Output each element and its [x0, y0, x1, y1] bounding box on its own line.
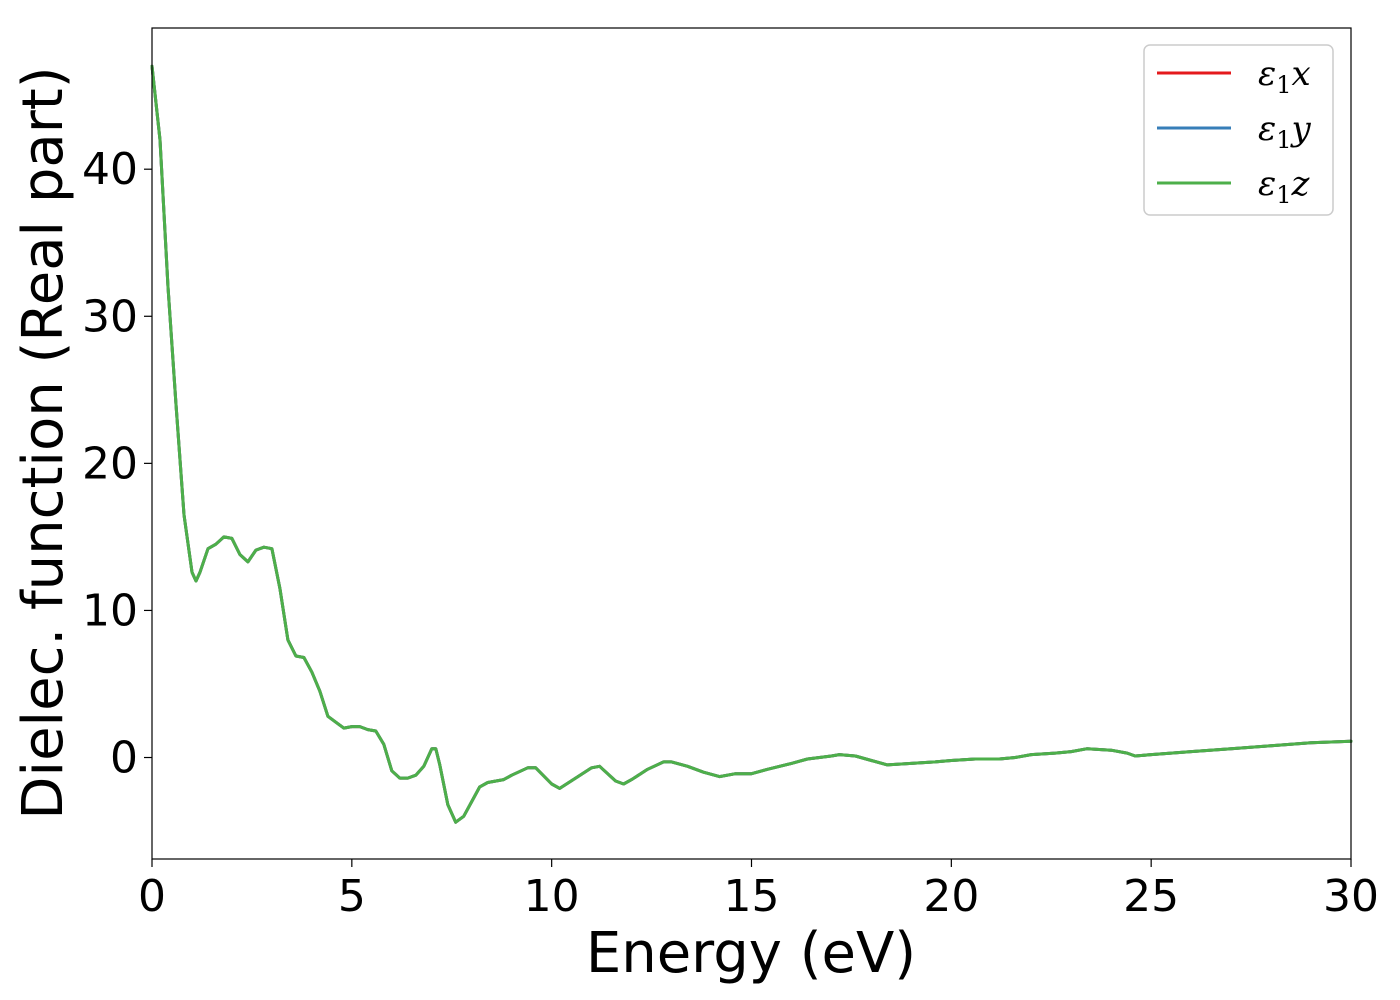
y-tick-label-3: 30: [82, 291, 138, 342]
y-tick-label-2: 20: [82, 438, 138, 489]
x-tick-label-2: 10: [524, 871, 580, 922]
legend-box: [1143, 44, 1334, 216]
legend-label-1: ε1y: [1258, 109, 1312, 154]
y-tick-label-0: 0: [110, 733, 138, 784]
series-line-2: [150, 64, 1353, 824]
y-tick-label-1: 10: [82, 585, 138, 636]
y-tick-label-4: 40: [82, 144, 138, 195]
x-tick-label-6: 30: [1323, 871, 1379, 922]
x-tick-label-4: 20: [923, 871, 979, 922]
x-axis-label: Energy (eV): [586, 921, 916, 986]
y-axis-ticks: 0 10 20 30 40: [82, 144, 152, 784]
x-tick-label-1: 5: [338, 871, 366, 922]
x-tick-label-5: 25: [1123, 871, 1179, 922]
legend: ε1x ε1y ε1z: [1143, 44, 1334, 216]
y-axis-label: Dielec. function (Real part): [11, 66, 76, 819]
series-layer: [150, 64, 1353, 824]
x-tick-label-3: 15: [724, 871, 780, 922]
x-axis-ticks: 0 5 10 15 20 25 30: [138, 859, 1379, 922]
legend-label-2: ε1z: [1258, 164, 1311, 209]
legend-label-0: ε1x: [1258, 54, 1311, 99]
x-tick-label-0: 0: [138, 871, 166, 922]
